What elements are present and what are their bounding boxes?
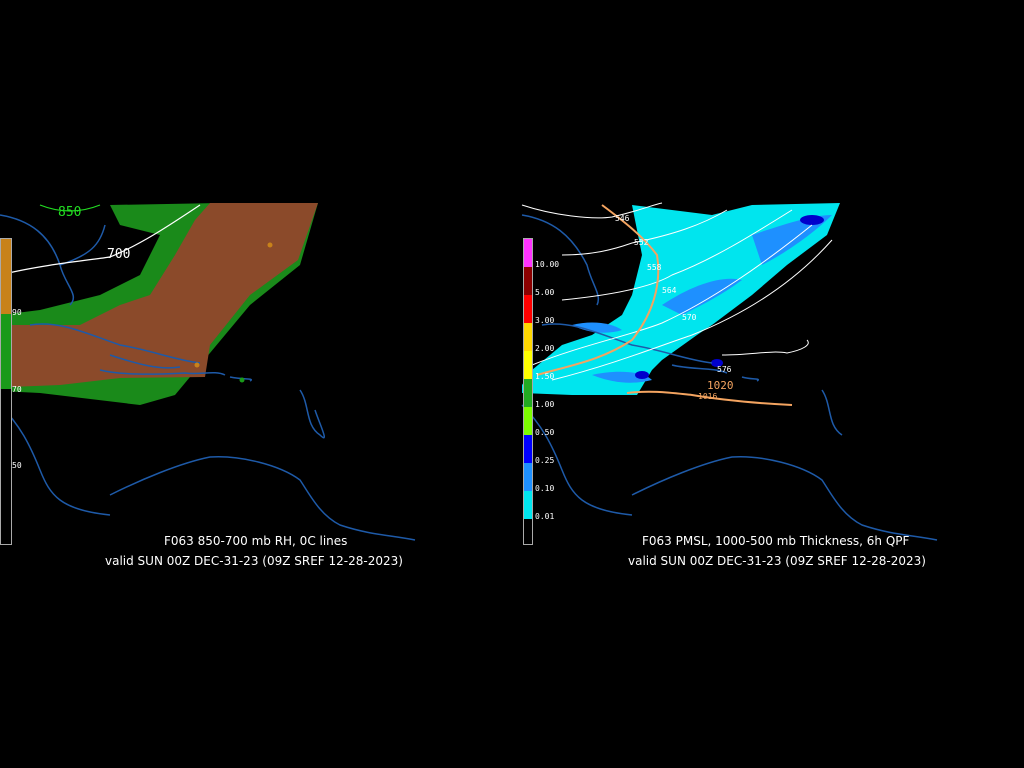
qpf-legend-swatch: [524, 239, 532, 267]
legend-label-90: 90: [12, 308, 22, 317]
qpf-mid-areas: [572, 215, 832, 383]
qpf-legend-swatch: [524, 491, 532, 519]
qpf-legend-swatch: [524, 379, 532, 407]
rh-map: 850 700: [0, 203, 416, 541]
qpf-map-panel: 546 552 558 564 570 576 1020 1016 10.00 5…: [512, 195, 1024, 595]
qpf-legend-label: 3.00: [535, 316, 555, 325]
coastlines: [0, 214, 416, 541]
qpf-legend-label: 10.00: [535, 260, 560, 269]
isobar-1016: [626, 390, 793, 406]
qpf-legend-swatch: [524, 407, 532, 435]
isobar-1020: [536, 204, 660, 376]
qpf-legend-swatch: [524, 295, 532, 323]
thickness-label-546: 546: [615, 214, 630, 223]
qpf-title: F063 PMSL, 1000-500 mb Thickness, 6h QPF: [642, 534, 910, 548]
qpf-legend-label: 0.25: [535, 456, 555, 465]
qpf-map: 546 552 558 564 570 576 1020 1016: [521, 202, 938, 541]
thickness-label-576: 576: [717, 365, 732, 374]
thickness-label-552: 552: [634, 238, 649, 247]
qpf-legend-swatch: [524, 323, 532, 351]
legend-label-50: 50: [12, 461, 22, 470]
coastlines: [521, 214, 938, 541]
pressure-label-1016: 1016: [698, 392, 717, 401]
contour-label-700: 700: [107, 247, 130, 262]
qpf-valid-time: valid SUN 00Z DEC-31-23 (09Z SREF 12-28-…: [628, 554, 926, 568]
qpf-legend-label: 0.10: [535, 484, 555, 493]
qpf-legend-swatch: [524, 463, 532, 491]
qpf-legend-label: 1.00: [535, 400, 555, 409]
contour-700: [0, 204, 201, 276]
pressure-label-1020: 1020: [707, 379, 734, 392]
qpf-legend-label: 2.00: [535, 344, 555, 353]
legend-label-70: 70: [12, 385, 22, 394]
qpf-heavy-areas: [635, 215, 824, 379]
thickness-label-564: 564: [662, 286, 677, 295]
qpf-legend-swatch: [524, 435, 532, 463]
qpf-legend-label: 1.50: [535, 372, 555, 381]
rh-legend: [0, 238, 12, 545]
qpf-legend-label: 5.00: [535, 288, 555, 297]
contour-850: [39, 204, 101, 212]
rh-brown-area: [10, 203, 318, 387]
rh-map-panel: 850 700 90 70 50 F063 850-700 mb RH, 0C …: [0, 195, 512, 595]
qpf-legend-swatch: [524, 351, 532, 379]
qpf-legend-swatch: [524, 267, 532, 295]
rh-valid-time: valid SUN 00Z DEC-31-23 (09Z SREF 12-28-…: [105, 554, 403, 568]
thickness-lines: [521, 202, 833, 381]
contour-label-850: 850: [58, 205, 81, 220]
qpf-legend: [523, 238, 533, 545]
qpf-legend-label: 0.50: [535, 428, 555, 437]
thickness-label-558: 558: [647, 263, 662, 272]
qpf-legend-label: 0.01: [535, 512, 555, 521]
thickness-label-570: 570: [682, 313, 697, 322]
rh-title: F063 850-700 mb RH, 0C lines: [164, 534, 348, 548]
